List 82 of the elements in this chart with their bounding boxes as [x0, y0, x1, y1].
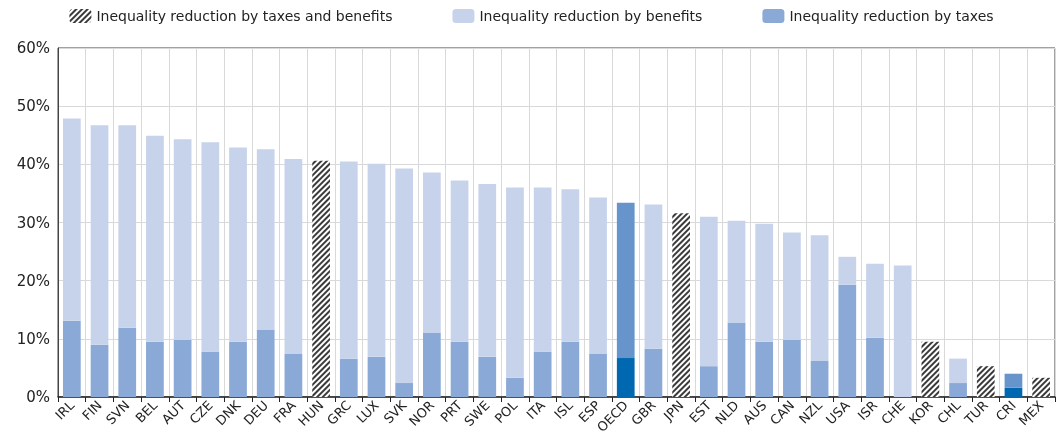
bar: [229, 341, 247, 397]
bar: [173, 139, 192, 340]
x-tick-label: ITA: [523, 397, 549, 423]
legend-label: Inequality reduction by benefits: [479, 8, 703, 24]
bar: [201, 142, 220, 352]
bar: [893, 265, 912, 397]
y-tick-label: 40%: [16, 155, 50, 174]
bar: [256, 149, 275, 330]
bar: [561, 341, 580, 397]
bar: [561, 189, 580, 342]
bar: [838, 256, 857, 285]
legend-label: Inequality reduction by taxes and benefits: [96, 8, 393, 24]
bar: [284, 353, 303, 397]
x-tick-label: CRI: [992, 397, 1019, 424]
x-tick-label: POL: [491, 397, 521, 427]
bar: [783, 232, 801, 340]
bar: [339, 161, 358, 359]
bar: [810, 235, 829, 361]
bar: [866, 337, 884, 397]
bar: [450, 180, 469, 342]
bar: [1004, 387, 1023, 397]
bar: [478, 184, 497, 357]
bar: [62, 320, 81, 397]
bar: [90, 125, 109, 345]
bar: [506, 187, 524, 378]
x-tick-label: IRL: [52, 397, 78, 423]
bar: [367, 356, 386, 397]
bar: [589, 353, 607, 397]
x-tick-label: ISL: [551, 397, 577, 422]
bar: [949, 383, 967, 397]
bar: [506, 377, 524, 397]
x-tick-label: CHL: [934, 397, 964, 427]
bar: [146, 135, 164, 342]
bar: [783, 340, 801, 397]
bar: [423, 172, 441, 334]
bar: [533, 187, 552, 352]
bar: [478, 356, 497, 397]
bar: [616, 202, 635, 359]
y-tick-label: 10%: [16, 329, 50, 348]
bar: [284, 159, 303, 354]
bar: [533, 351, 552, 397]
bar: [644, 348, 663, 397]
y-tick-label: 50%: [16, 97, 50, 116]
bar: [173, 340, 192, 397]
bar: [256, 329, 275, 397]
bar: [810, 360, 829, 397]
bar: [395, 383, 414, 397]
bar: [727, 220, 746, 323]
y-tick-label: 60%: [16, 39, 50, 57]
bar: [395, 168, 414, 384]
x-tick-label: TUR: [961, 397, 992, 428]
bar: [838, 284, 857, 397]
x-tick-label: BEL: [132, 397, 161, 426]
x-tick-label: FIN: [79, 397, 105, 424]
bar: [699, 366, 718, 397]
bar: [727, 322, 746, 397]
bar: [755, 341, 774, 397]
bar: [949, 358, 967, 384]
bar: [644, 204, 663, 349]
bar: [367, 163, 386, 357]
legend-label: Inequality reduction by taxes: [789, 8, 994, 24]
x-tick-label: ISR: [854, 397, 881, 424]
bar: [229, 147, 247, 342]
bar: [90, 344, 109, 397]
bar: [201, 351, 220, 397]
x-tick-label: FRA: [270, 397, 299, 426]
bar: [118, 125, 137, 328]
y-tick-label: 20%: [16, 271, 50, 290]
bar: [755, 223, 774, 342]
y-tick-label: 30%: [16, 213, 50, 232]
bar: [118, 327, 137, 397]
bar: [62, 118, 81, 321]
bar: [699, 216, 718, 367]
bar: [450, 341, 469, 397]
bar: [146, 341, 164, 397]
y-tick-label: 0%: [26, 388, 50, 406]
bar: [339, 358, 358, 397]
bar: [423, 333, 441, 397]
bar: [616, 358, 635, 397]
bar: [866, 263, 884, 338]
bar: [589, 197, 607, 354]
bar: [1004, 373, 1023, 388]
